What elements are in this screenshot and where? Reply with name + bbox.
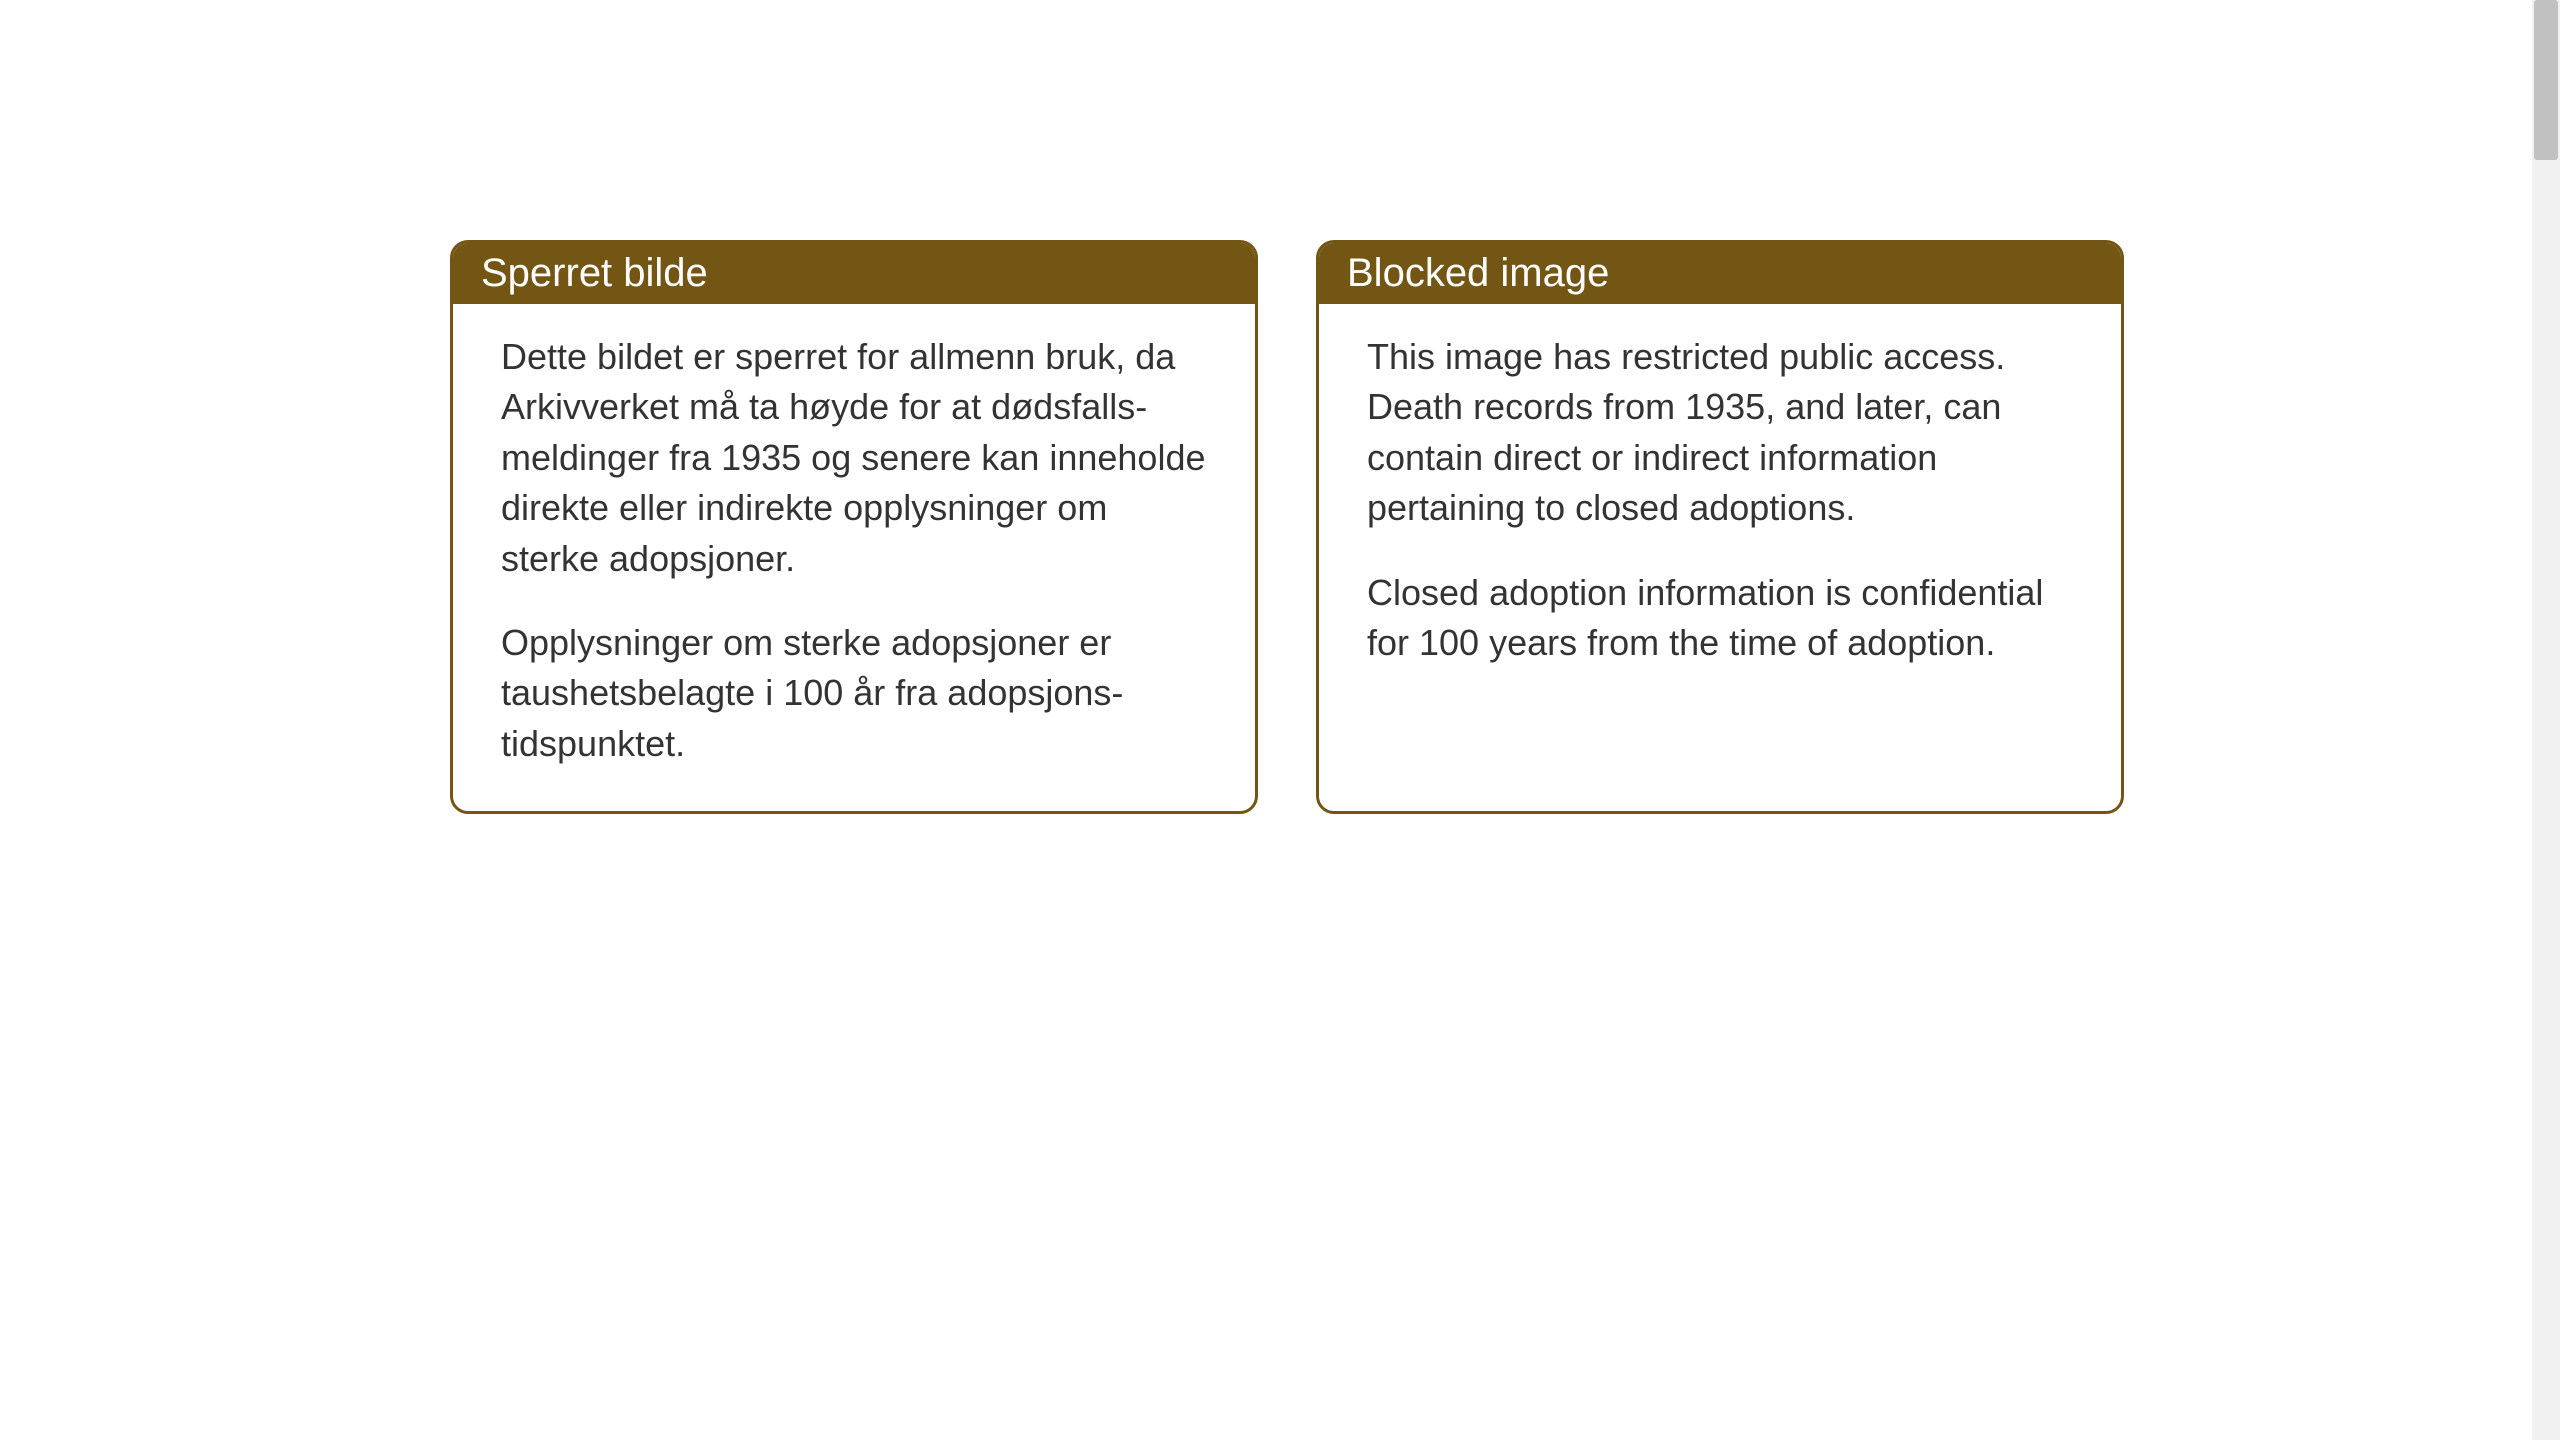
notice-header-english: Blocked image (1319, 243, 2121, 304)
notice-paragraph-2-norwegian: Opplysninger om sterke adopsjoner er tau… (501, 618, 1207, 769)
notice-container: Sperret bilde Dette bildet er sperret fo… (450, 240, 2124, 814)
notice-box-norwegian: Sperret bilde Dette bildet er sperret fo… (450, 240, 1258, 814)
notice-box-english: Blocked image This image has restricted … (1316, 240, 2124, 814)
scrollbar-thumb[interactable] (2534, 0, 2558, 160)
notice-title-norwegian: Sperret bilde (481, 251, 708, 295)
notice-paragraph-1-norwegian: Dette bildet er sperret for allmenn bruk… (501, 332, 1207, 584)
notice-paragraph-2-english: Closed adoption information is confident… (1367, 568, 2073, 669)
notice-body-english: This image has restricted public access.… (1319, 304, 2121, 710)
notice-title-english: Blocked image (1347, 251, 1609, 295)
notice-header-norwegian: Sperret bilde (453, 243, 1255, 304)
scrollbar-track[interactable] (2532, 0, 2560, 1440)
notice-paragraph-1-english: This image has restricted public access.… (1367, 332, 2073, 534)
notice-body-norwegian: Dette bildet er sperret for allmenn bruk… (453, 304, 1255, 811)
